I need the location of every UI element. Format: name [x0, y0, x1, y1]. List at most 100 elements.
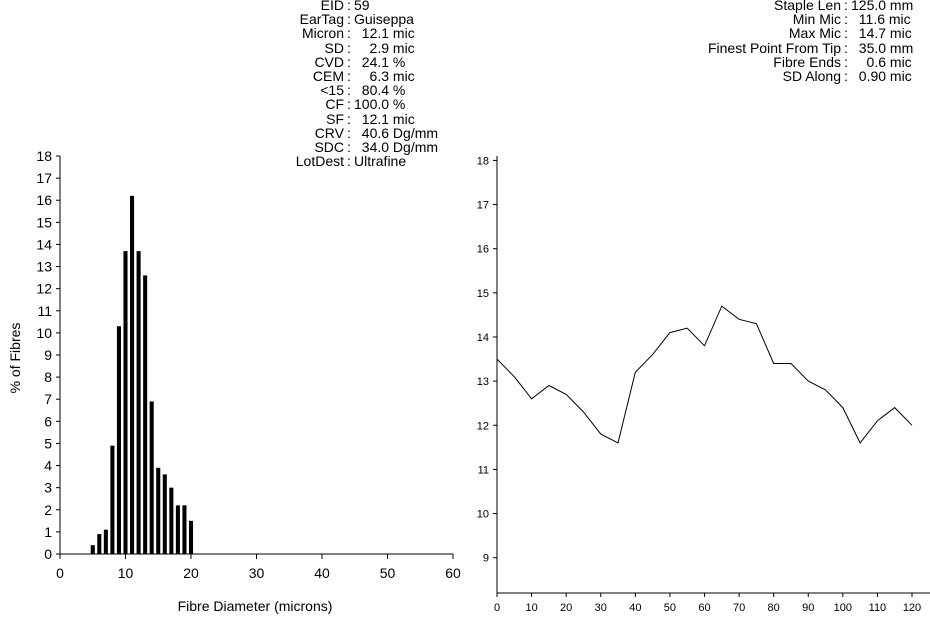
profile-x-tick-label: 10 — [525, 602, 537, 614]
histogram-y-tick-label: 12 — [36, 281, 52, 297]
histogram-y-tick-label: 0 — [44, 546, 52, 562]
histogram-x-axis-title: Fibre Diameter (microns) — [178, 598, 333, 614]
profile-x-tick-label: 110 — [869, 602, 887, 614]
fibre-stat-label: SF — [326, 110, 344, 127]
histogram-bar — [162, 474, 167, 554]
profile-y-tick-label: 16 — [477, 244, 489, 256]
histogram-bar — [116, 326, 121, 554]
histogram-x-tick-label: 40 — [314, 565, 330, 581]
fibre-stat-row: SF: 12.1 mic — [230, 110, 490, 127]
histogram-bar — [97, 534, 102, 554]
histogram-x-tick-label: 10 — [118, 565, 134, 581]
fibre-stat-separator: : — [347, 139, 351, 156]
fibre-stat-value: 80.4 % — [354, 82, 406, 99]
fibre-stat-value: 34.0 Dg/mm — [354, 139, 439, 156]
fibre-stat-label: EID — [320, 0, 344, 13]
histogram-x-tick-label: 50 — [380, 565, 396, 581]
histogram-y-tick-label: 11 — [37, 303, 52, 319]
staple-stat-value: 11.6 mic — [851, 11, 911, 28]
fibre-stat-row: CEM: 6.3 mic — [230, 69, 490, 83]
staple-stat-separator: : — [844, 0, 848, 13]
fibre-stat-separator: : — [347, 110, 351, 127]
fibre-stat-separator: : — [347, 96, 351, 113]
fibre-stat-label: <15 — [320, 82, 344, 99]
staple-stat-label: Finest Point From Tip — [707, 39, 841, 56]
profile-y-tick-label: 12 — [477, 420, 489, 432]
fibre-stat-separator: : — [347, 53, 351, 70]
histogram-y-tick-label: 15 — [36, 214, 52, 230]
fibre-stat-label: SD — [324, 39, 344, 56]
histogram-y-tick-label: 14 — [36, 236, 52, 252]
fibre-stat-label: CVD — [314, 53, 344, 70]
histogram-bar — [103, 529, 108, 554]
diameter-profile-line — [496, 305, 913, 444]
fibre-stat-value: 59 — [354, 0, 370, 13]
fibre-stat-label: SDC — [314, 139, 344, 156]
histogram-y-tick-label: 16 — [36, 192, 52, 208]
fibre-stat-separator: : — [347, 153, 351, 170]
histogram-y-tick-label: 9 — [44, 347, 52, 363]
staple-stat-value: 0.90 mic — [851, 68, 912, 85]
fibre-stat-label: EarTag — [299, 11, 344, 28]
fibre-statistics-block: EID:59 EarTag: Guiseppa Micron: 12.1 mic SD:… — [230, 0, 490, 168]
profile-x-tick-label: 20 — [560, 602, 572, 614]
fibre-stat-value: 12.1 mic — [354, 110, 415, 127]
histogram-bar — [90, 545, 95, 554]
histogram-y-tick-label: 2 — [44, 502, 52, 518]
profile-y-tick-label: 11 — [478, 464, 489, 476]
staple-stat-separator: : — [844, 25, 848, 42]
fibre-stat-row: Micron: 12.1 mic — [230, 26, 490, 40]
staple-stat-label: SD Along — [782, 68, 841, 85]
profile-x-tick-label: 0 — [494, 602, 500, 614]
staple-stat-value: 35.0 mm — [851, 39, 914, 56]
fibre-stat-label: CRV — [314, 124, 344, 141]
histogram-y-tick-label: 6 — [44, 413, 52, 429]
profile-x-tick-label: 90 — [802, 602, 814, 614]
histogram-y-tick-label: 7 — [44, 391, 52, 407]
fibre-stat-row: EarTag: Guiseppa — [230, 12, 490, 26]
profile-x-tick-label: 40 — [629, 602, 641, 614]
staple-stat-row: Finest Point From Tip: 35.0 mm — [600, 39, 930, 56]
fibre-stat-row: SD: 2.9 mic — [230, 39, 490, 56]
histogram-x-tick-label: 20 — [183, 565, 199, 581]
staple-stat-label: Staple Len — [774, 0, 841, 13]
fibre-stat-separator: : — [347, 11, 351, 28]
fibre-stat-value: 2.9 mic — [354, 39, 415, 56]
histogram-bar — [136, 251, 141, 555]
histogram-y-axis-title: % of Fibres — [7, 323, 23, 394]
fibre-stat-row: CRV: 40.6 Dg/mm — [230, 126, 490, 140]
fibre-stat-value: 6.3 mic — [354, 68, 415, 85]
staple-stat-separator: : — [844, 11, 848, 28]
fibre-stat-label: CEM — [312, 68, 344, 85]
fibre-stat-label: Micron — [301, 25, 344, 42]
fibre-stat-value: Guiseppa — [354, 11, 414, 28]
fibre-stat-row: SDC: 34.0 Dg/mm — [230, 140, 490, 154]
histogram-y-tick-label: 13 — [36, 259, 52, 275]
staple-stat-row: Min Mic: 11.6 mic — [600, 12, 930, 26]
fibre-stat-separator: : — [347, 39, 351, 56]
fibre-stat-label: CF — [325, 96, 344, 113]
staple-stat-separator: : — [844, 53, 848, 70]
staple-stat-value: 0.6 mic — [851, 53, 912, 70]
histogram-y-tick-label: 5 — [44, 435, 52, 451]
histogram-y-tick-label: 18 — [36, 148, 52, 164]
staple-stat-value: 14.7 mic — [851, 25, 912, 42]
staple-stat-row: SD Along: 0.90 mic — [600, 69, 930, 83]
histogram-bar — [156, 467, 161, 554]
fibre-stat-separator: : — [347, 0, 351, 13]
staple-statistics-block: Staple Len:125.0 mm Min Mic: 11.6 mic Max … — [600, 0, 930, 83]
histogram-bar — [123, 251, 128, 555]
profile-y-tick-label: 14 — [477, 332, 489, 344]
histogram-bar — [175, 505, 180, 554]
fibre-stat-separator: : — [347, 68, 351, 85]
staple-stat-row: Fibre Ends: 0.6 mic — [600, 55, 930, 69]
staple-stat-label: Fibre Ends — [773, 53, 841, 70]
staple-stat-row: Max Mic: 14.7 mic — [600, 26, 930, 40]
profile-y-tick-label: 10 — [477, 509, 489, 521]
histogram-x-tick-label: 0 — [56, 565, 64, 581]
fibre-stat-row: CF:100.0 % — [230, 97, 490, 111]
fibre-stat-row: <15: 80.4 % — [230, 83, 490, 97]
fibre-stat-row: EID:59 — [230, 0, 490, 12]
histogram-bar — [110, 445, 115, 554]
